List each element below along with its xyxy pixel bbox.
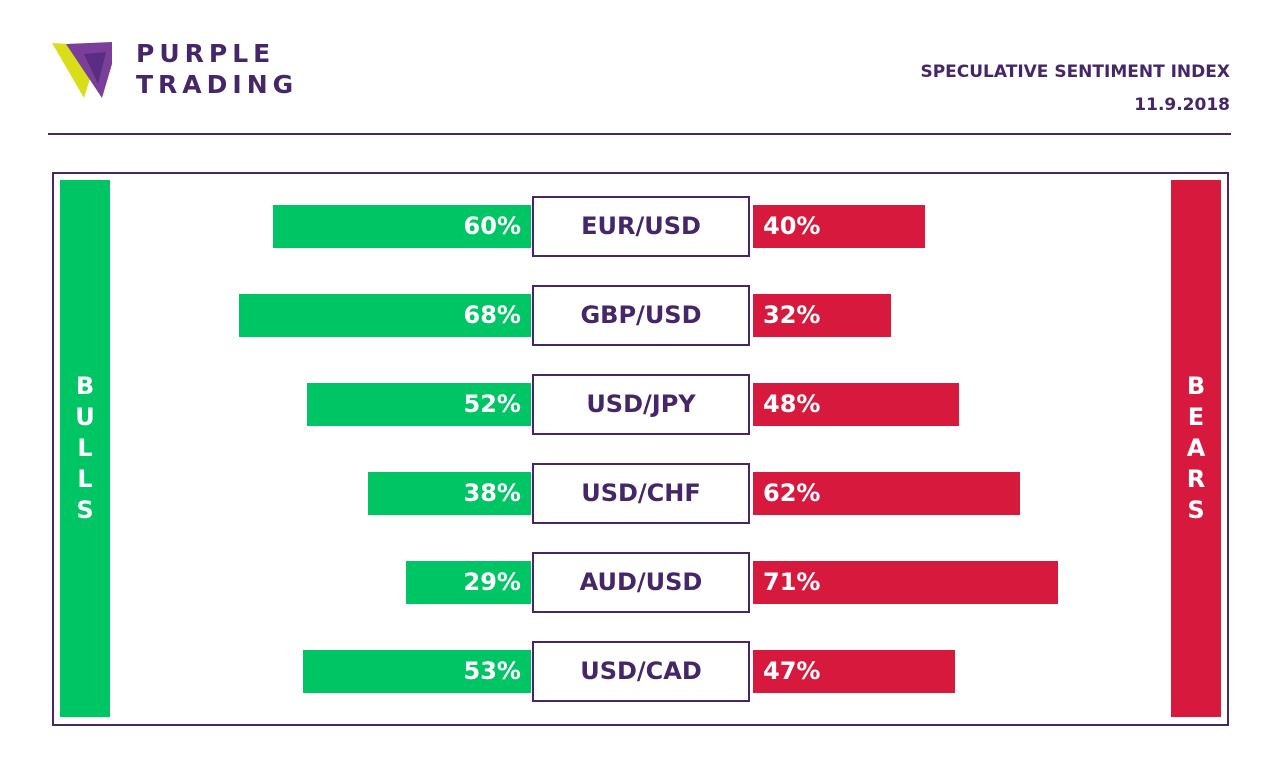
bull-bar: 52%	[307, 383, 531, 426]
bull-bar: 38%	[367, 472, 531, 515]
bear-bar: 32%	[753, 294, 891, 337]
bear-bar: 48%	[753, 383, 960, 426]
bulls-side-label: B U L L S	[60, 180, 110, 717]
brand-line-1: PURPLE	[136, 39, 276, 68]
purple-trading-logo-icon	[52, 42, 112, 98]
brand-name: PURPLE TRADING	[136, 38, 298, 100]
brand-logo: PURPLE TRADING	[52, 38, 322, 108]
report-header: SPECULATIVE SENTIMENT INDEX 11.9.2018	[920, 56, 1230, 122]
currency-pair-label: GBP/USD	[532, 285, 750, 346]
currency-pair-label: AUD/USD	[532, 552, 750, 613]
currency-pair-label: USD/CAD	[532, 641, 750, 702]
bear-bar: 71%	[753, 561, 1059, 604]
header-divider	[48, 133, 1231, 135]
bull-bar: 29%	[406, 561, 531, 604]
bears-label: B E A R S	[1186, 372, 1206, 524]
report-date: 11.9.2018	[1134, 95, 1230, 115]
bull-bar: 53%	[303, 650, 531, 693]
currency-pair-label: EUR/USD	[532, 196, 750, 257]
currency-pair-label: USD/CHF	[532, 463, 750, 524]
bull-bar: 68%	[238, 294, 531, 337]
bear-bar: 62%	[753, 472, 1020, 515]
currency-pair-label: USD/JPY	[532, 374, 750, 435]
chart-frame	[52, 172, 1229, 726]
bear-bar: 47%	[753, 650, 956, 693]
bull-bar: 60%	[273, 205, 531, 248]
bear-bar: 40%	[753, 205, 925, 248]
bears-side-label: B E A R S	[1171, 180, 1221, 717]
brand-line-2: TRADING	[136, 70, 299, 99]
bulls-label: B U L L S	[75, 372, 95, 524]
report-title: SPECULATIVE SENTIMENT INDEX	[920, 62, 1230, 82]
